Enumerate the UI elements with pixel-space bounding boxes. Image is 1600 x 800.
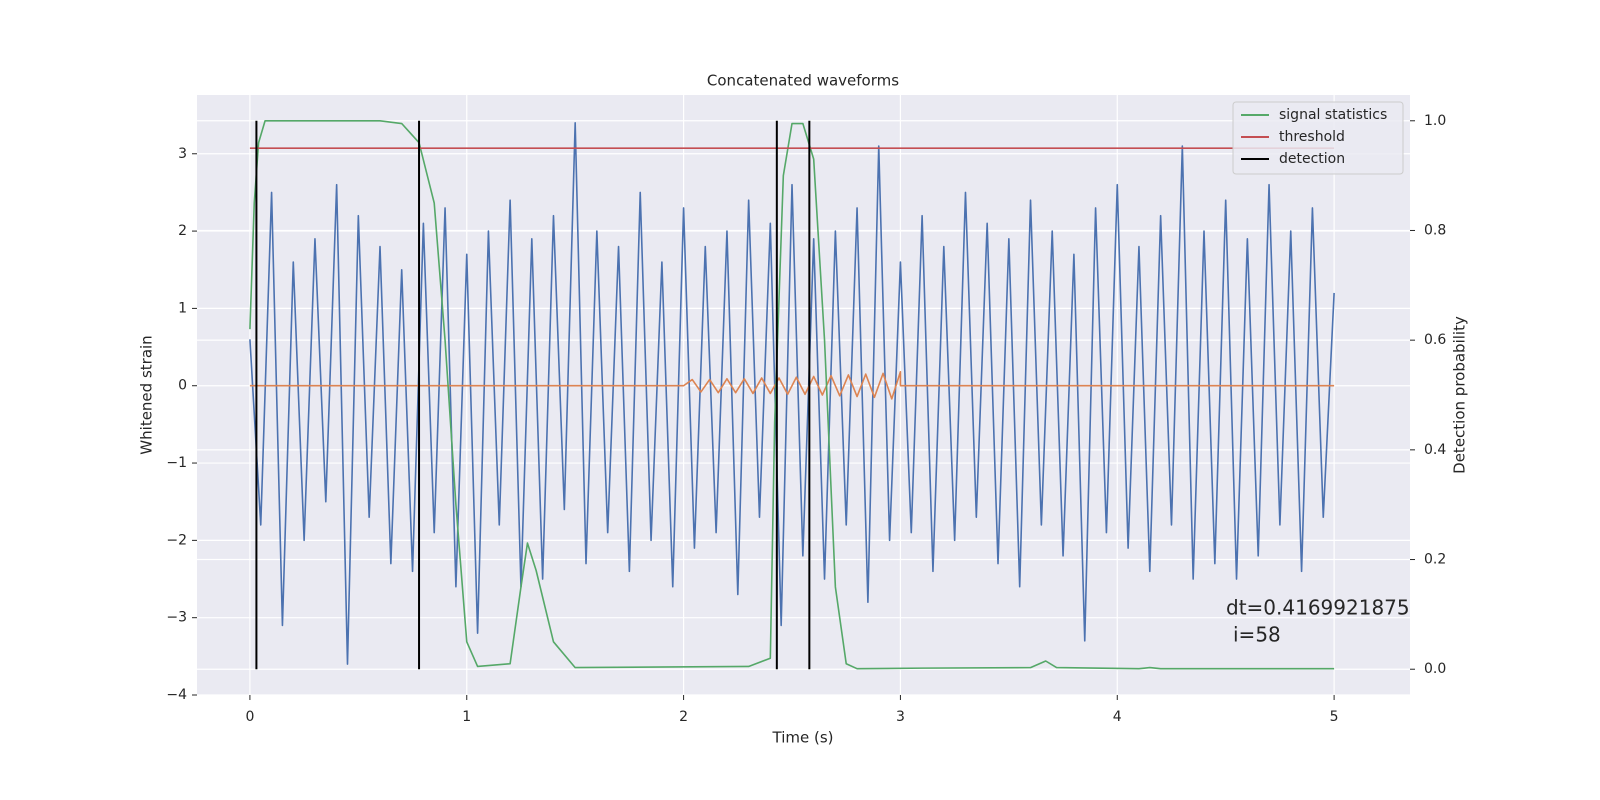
y2-tick-label: 0.8 (1424, 222, 1446, 238)
annotation: dt=0.4169921875 (1226, 596, 1410, 620)
y-tick-label: −3 (166, 610, 187, 626)
y2-tick-label: 0.4 (1424, 442, 1446, 458)
x-tick-label: 2 (679, 709, 688, 725)
x-tick-label: 3 (896, 709, 905, 725)
y-tick-label: 2 (178, 223, 187, 239)
x-tick-label: 4 (1113, 709, 1122, 725)
y2-tick-label: 1.0 (1424, 113, 1446, 129)
y2-axis-label: Detection probability (1451, 316, 1469, 474)
y2-tick-label: 0.6 (1424, 332, 1446, 348)
x-axis-label: Time (s) (772, 729, 834, 747)
x-tick-label: 0 (245, 709, 254, 725)
y-tick-label: −4 (166, 687, 187, 703)
legend-label: detection (1279, 151, 1345, 167)
y-tick-label: 3 (178, 146, 187, 162)
y-tick-label: 0 (178, 378, 187, 394)
y2-tick-label: 0.2 (1424, 552, 1446, 568)
legend-box (1232, 101, 1404, 175)
y-tick-label: 1 (178, 300, 187, 316)
x-tick-label: 1 (462, 709, 471, 725)
legend: signal statistics threshold detection (1232, 101, 1404, 175)
annotation: i=58 (1233, 623, 1281, 647)
series-line (249, 122, 1335, 665)
chart-title: Concatenated waveforms (707, 72, 899, 90)
legend-label: signal statistics (1279, 107, 1387, 123)
y2-tick-label: 0.0 (1424, 661, 1446, 677)
series-line (249, 371, 1335, 400)
y-tick-label: −1 (166, 455, 187, 471)
y-axis-label: Whitened strain (138, 335, 156, 454)
y-tick-label: −2 (166, 532, 187, 548)
x-tick-label: 5 (1330, 709, 1339, 725)
marks (249, 119, 1335, 670)
plot-area (197, 95, 1410, 695)
legend-label: threshold (1279, 129, 1345, 145)
